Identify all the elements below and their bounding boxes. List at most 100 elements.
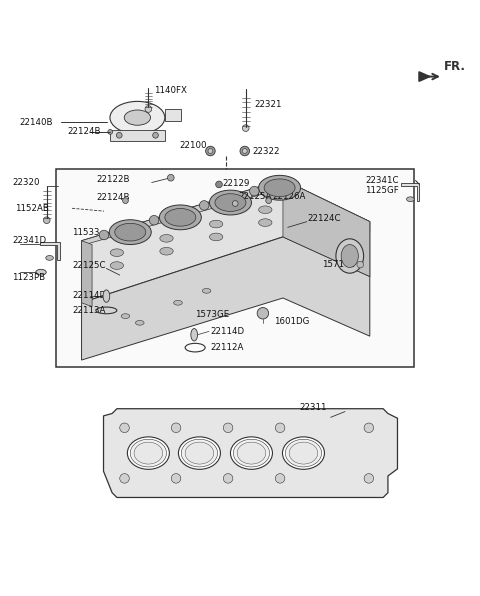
Polygon shape (110, 130, 165, 141)
Ellipse shape (110, 249, 123, 256)
Ellipse shape (259, 206, 272, 213)
Circle shape (208, 148, 213, 153)
Circle shape (171, 474, 181, 483)
Text: 22100: 22100 (179, 141, 206, 150)
Circle shape (168, 175, 174, 181)
Text: 22124B: 22124B (97, 193, 131, 202)
Circle shape (223, 474, 233, 483)
Circle shape (250, 187, 259, 196)
Polygon shape (82, 179, 370, 303)
Text: 22311: 22311 (300, 403, 327, 412)
Ellipse shape (215, 194, 246, 212)
Ellipse shape (181, 439, 217, 467)
Circle shape (149, 215, 159, 225)
Circle shape (122, 198, 128, 203)
Text: 22124C: 22124C (308, 215, 341, 224)
Circle shape (257, 308, 269, 319)
Polygon shape (104, 409, 397, 498)
Text: 22341C: 22341C (365, 176, 398, 185)
Ellipse shape (209, 190, 252, 215)
Ellipse shape (209, 233, 223, 241)
Circle shape (120, 423, 129, 433)
Text: 1123PB: 1123PB (12, 274, 45, 283)
Polygon shape (401, 184, 420, 201)
Text: 22321: 22321 (254, 100, 282, 109)
Ellipse shape (127, 437, 169, 469)
Text: FR.: FR. (444, 60, 466, 73)
Ellipse shape (202, 288, 211, 293)
Circle shape (145, 105, 152, 113)
Text: 22341D: 22341D (12, 236, 46, 245)
Circle shape (43, 217, 50, 224)
Ellipse shape (46, 256, 53, 260)
Text: 22125A: 22125A (238, 193, 272, 201)
Text: 22114D: 22114D (72, 291, 106, 300)
Circle shape (364, 474, 373, 483)
Ellipse shape (259, 175, 300, 200)
Ellipse shape (264, 179, 295, 197)
Polygon shape (82, 237, 370, 360)
Ellipse shape (191, 328, 198, 341)
Polygon shape (82, 179, 370, 246)
Circle shape (242, 125, 249, 132)
Text: 1140FX: 1140FX (154, 86, 187, 95)
Ellipse shape (115, 224, 146, 241)
Ellipse shape (110, 101, 165, 134)
Ellipse shape (103, 290, 110, 302)
Text: 22320: 22320 (12, 178, 39, 188)
Bar (56, 169, 414, 367)
Circle shape (153, 132, 158, 138)
Ellipse shape (179, 437, 220, 469)
Ellipse shape (230, 437, 273, 469)
Ellipse shape (237, 442, 266, 464)
Polygon shape (82, 241, 92, 306)
Text: 1152AB: 1152AB (15, 204, 49, 213)
Polygon shape (419, 72, 430, 81)
Text: 1571TC: 1571TC (322, 260, 355, 269)
Ellipse shape (135, 321, 144, 325)
Ellipse shape (174, 300, 182, 305)
Circle shape (266, 198, 272, 203)
Text: 22129: 22129 (223, 179, 250, 188)
Circle shape (232, 201, 238, 206)
Ellipse shape (289, 442, 318, 464)
Ellipse shape (259, 219, 272, 226)
Circle shape (364, 423, 373, 433)
Circle shape (216, 181, 222, 188)
Text: 22140B: 22140B (20, 118, 53, 127)
Text: 11533: 11533 (72, 228, 99, 237)
Text: 22125C: 22125C (72, 261, 106, 270)
Text: 22114D: 22114D (210, 327, 244, 336)
Ellipse shape (160, 235, 173, 242)
Ellipse shape (159, 205, 201, 229)
Circle shape (120, 474, 129, 483)
Text: 22113A: 22113A (72, 306, 106, 315)
Ellipse shape (130, 439, 167, 467)
Ellipse shape (407, 197, 414, 201)
Ellipse shape (336, 239, 364, 273)
Circle shape (276, 474, 285, 483)
Text: 1601DG: 1601DG (275, 317, 310, 327)
Text: 1125GF: 1125GF (365, 185, 399, 195)
Circle shape (223, 423, 233, 433)
Ellipse shape (134, 442, 163, 464)
Circle shape (108, 129, 113, 134)
Ellipse shape (109, 220, 151, 244)
Text: 22124B: 22124B (67, 128, 101, 136)
Circle shape (242, 148, 247, 153)
Polygon shape (39, 242, 60, 260)
Text: 22126A: 22126A (273, 193, 306, 201)
Polygon shape (283, 179, 370, 277)
Ellipse shape (110, 262, 123, 269)
Text: 22122B: 22122B (97, 175, 131, 184)
Ellipse shape (124, 110, 151, 125)
Circle shape (240, 146, 250, 156)
Text: 22322: 22322 (252, 147, 279, 156)
Ellipse shape (285, 439, 322, 467)
Ellipse shape (160, 247, 173, 255)
Ellipse shape (185, 442, 214, 464)
Text: 22112A: 22112A (210, 343, 244, 352)
Circle shape (199, 201, 209, 210)
Ellipse shape (233, 439, 270, 467)
Circle shape (171, 423, 181, 433)
